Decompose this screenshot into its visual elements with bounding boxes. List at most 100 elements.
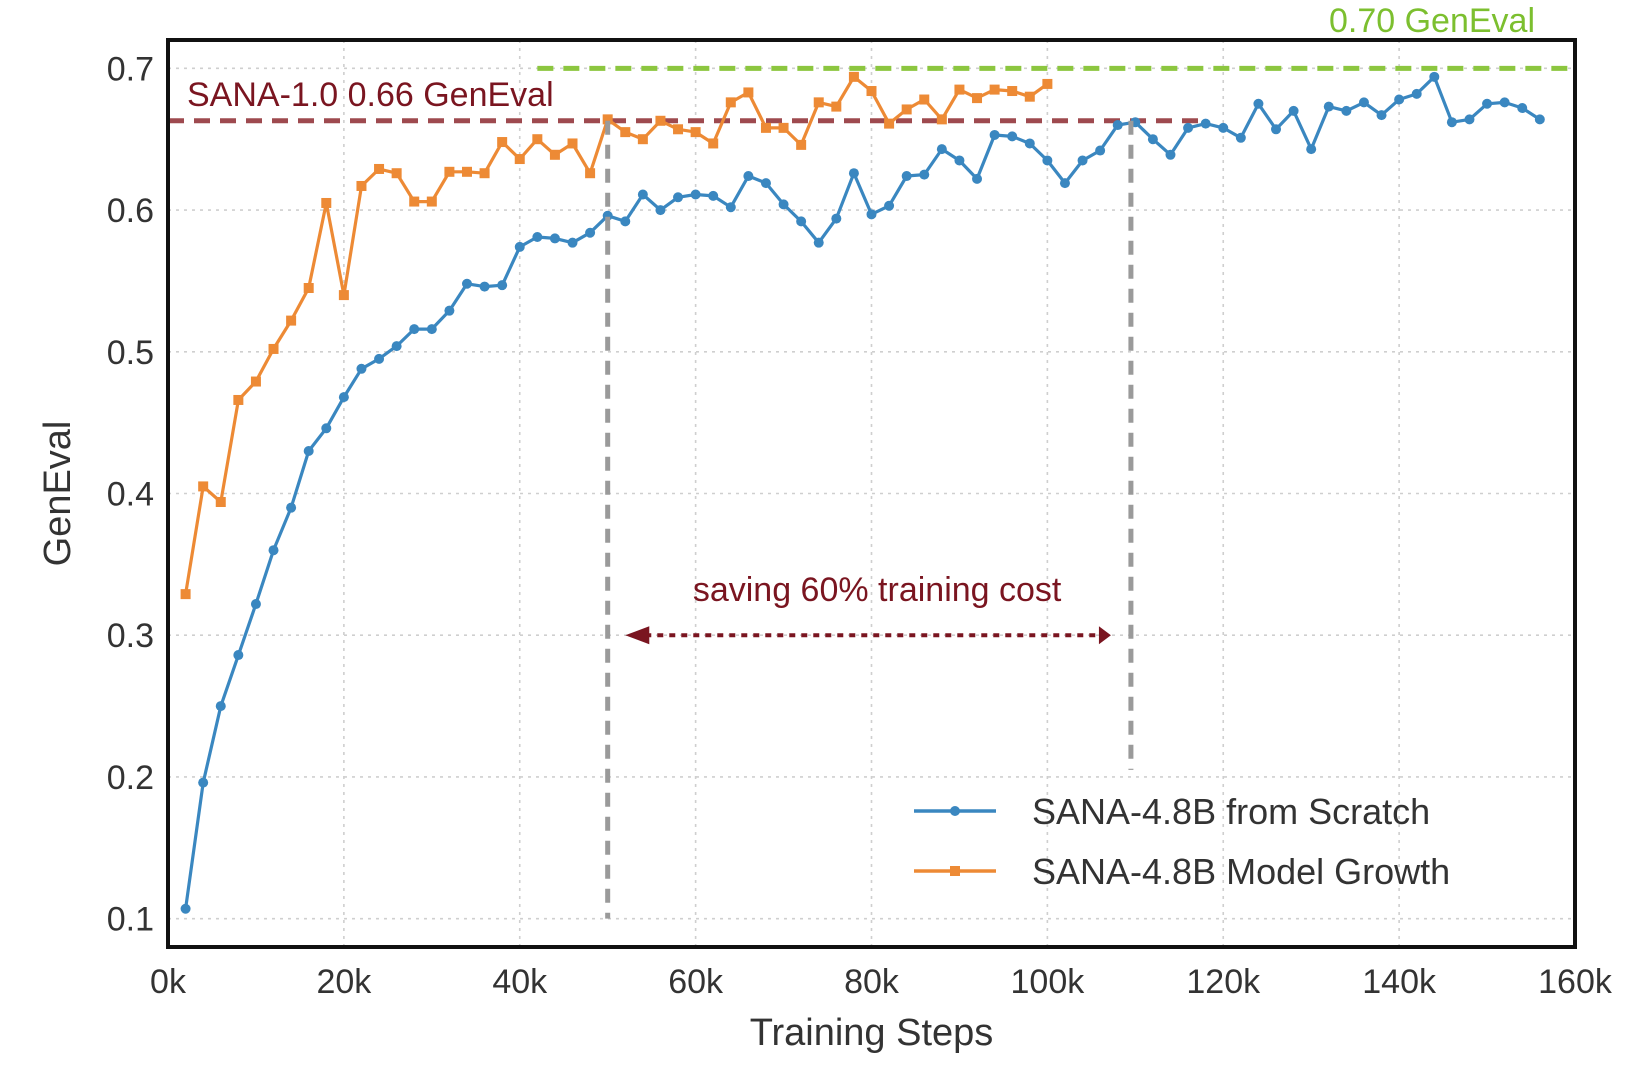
scratch-point [268, 545, 279, 556]
growth-point [884, 118, 895, 129]
scratch-point [198, 777, 209, 788]
scratch-point [1147, 134, 1158, 145]
growth-point [602, 114, 613, 125]
growth-point [409, 196, 420, 207]
scratch-point [1358, 97, 1369, 108]
x-axis-title: Training Steps [750, 1012, 994, 1054]
scratch-point [250, 599, 261, 610]
growth-point [708, 138, 719, 149]
annotations: SANA-1.0 0.66 GenEval 0.70 GenEval saving … [187, 2, 1535, 919]
scratch-point [409, 324, 420, 335]
scratch-point [1218, 122, 1229, 133]
scratch-point [655, 205, 666, 216]
growth-point [989, 84, 1000, 95]
scratch-point [1042, 155, 1053, 166]
growth-point [919, 94, 930, 105]
growth-point [479, 168, 490, 179]
growth-point [936, 114, 947, 125]
sana-1-reference-label: SANA-1.0 0.66 GenEval [187, 76, 554, 114]
y-tick-label: 0.5 [107, 334, 154, 372]
scratch-point [338, 392, 349, 403]
y-tick-label: 0.2 [107, 759, 154, 797]
growth-point [760, 122, 771, 133]
scratch-point [321, 423, 332, 434]
growth-point [1024, 91, 1035, 102]
growth-point [338, 290, 349, 301]
growth-point [567, 138, 578, 149]
scratch-point [1394, 94, 1405, 105]
grid [168, 40, 1575, 947]
legend-label: SANA-4.8B Model Growth [1032, 851, 1450, 892]
scratch-point [725, 202, 736, 213]
growth-point [620, 127, 631, 138]
growth-point [180, 589, 191, 600]
growth-point [303, 283, 314, 294]
scratch-point [1183, 122, 1194, 133]
growth-point [250, 376, 261, 387]
legend-swatch-marker [950, 866, 960, 876]
scratch-point [391, 341, 402, 352]
legend-label: SANA-4.8B from Scratch [1032, 791, 1430, 832]
growth-point [848, 71, 859, 82]
growth-point [655, 115, 666, 126]
x-tick-label: 40k [492, 963, 548, 1001]
growth-point [585, 168, 596, 179]
scratch-point [1323, 101, 1334, 112]
scratch-point [866, 209, 877, 220]
scratch-point [1341, 105, 1352, 116]
scratch-point [989, 129, 1000, 140]
scratch-point [1112, 120, 1123, 131]
growth-point [198, 481, 209, 492]
x-tick-label: 100k [1011, 963, 1086, 1001]
tick-labels: 0k 20k 40k 60k 80k 100k 120k 140k 160k 0.1 0.2 0.3 0… [107, 50, 1613, 1001]
growth-point [268, 343, 279, 354]
scratch-point [743, 171, 754, 182]
y-axis-title: GenEval [37, 421, 79, 567]
scratch-point [1306, 144, 1317, 155]
growth-point [901, 104, 912, 115]
growth-point [796, 139, 807, 150]
scratch-point [1007, 131, 1018, 142]
growth-point [831, 101, 842, 112]
scratch-point [1482, 98, 1493, 109]
scratch-point [919, 169, 930, 180]
scratch-point [760, 178, 771, 189]
scratch-point [479, 281, 490, 292]
x-tick-label: 0k [150, 963, 187, 1001]
growth-point [374, 163, 385, 174]
scratch-point [215, 701, 226, 712]
scratch-point [1235, 132, 1246, 143]
scratch-point [1165, 149, 1176, 160]
scratch-point [444, 305, 455, 316]
growth-point [778, 122, 789, 133]
legend: SANA-4.8B from Scratch SANA-4.8B Model Gr… [914, 791, 1450, 892]
scratch-point [884, 200, 895, 211]
plot-frame [166, 38, 1577, 949]
scratch-point [813, 237, 824, 248]
growth-point [321, 197, 332, 208]
scratch-point [972, 173, 983, 184]
growth-point [444, 166, 455, 177]
scratch-point [1059, 178, 1070, 189]
growth-point [743, 87, 754, 98]
scratch-point [1024, 138, 1035, 149]
growth-point [725, 97, 736, 108]
scratch-point [1288, 105, 1299, 116]
x-tick-label: 140k [1362, 963, 1437, 1001]
scratch-point [585, 227, 596, 238]
scratch-point [1499, 97, 1510, 108]
scratch-point [673, 192, 684, 203]
y-tick-label: 0.3 [107, 617, 154, 655]
scratch-point [180, 903, 191, 914]
growth-point [1007, 86, 1018, 97]
scratch-point [778, 199, 789, 210]
legend-swatch-marker [950, 806, 960, 816]
scratch-point [233, 650, 244, 661]
scratch-point [1429, 71, 1440, 82]
x-tick-label: 120k [1186, 963, 1261, 1001]
y-tick-label: 0.4 [107, 476, 154, 514]
growth-point [866, 86, 877, 97]
growth-point [673, 124, 684, 135]
